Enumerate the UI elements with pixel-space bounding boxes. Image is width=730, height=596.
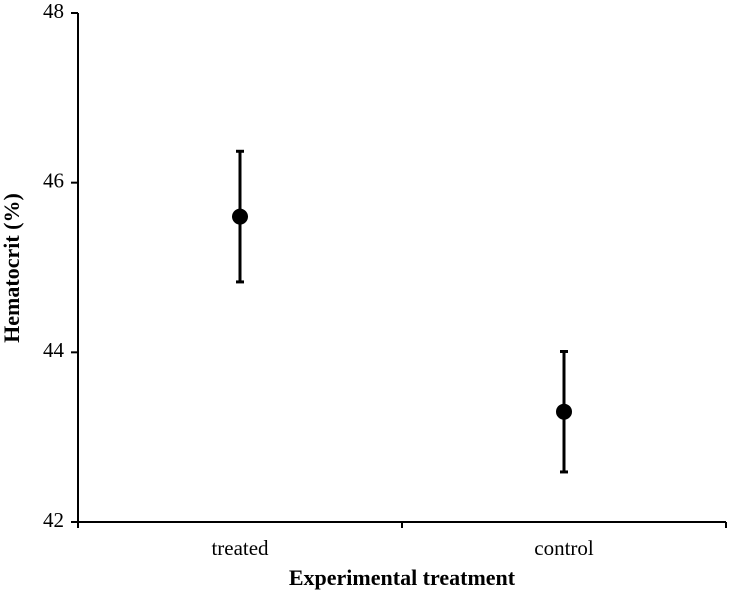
y-tick-label: 46 bbox=[43, 168, 64, 192]
y-tick-label: 48 bbox=[43, 0, 64, 23]
data-point bbox=[556, 403, 572, 420]
y-tick-label: 44 bbox=[43, 338, 65, 362]
y-tick-label: 42 bbox=[43, 508, 64, 532]
x-tick-label: treated bbox=[211, 536, 269, 560]
data-point bbox=[232, 208, 248, 225]
x-tick-label: control bbox=[534, 536, 594, 560]
y-axis-title: Hematocrit (%) bbox=[0, 193, 24, 343]
x-axis-title: Experimental treatment bbox=[289, 565, 516, 590]
